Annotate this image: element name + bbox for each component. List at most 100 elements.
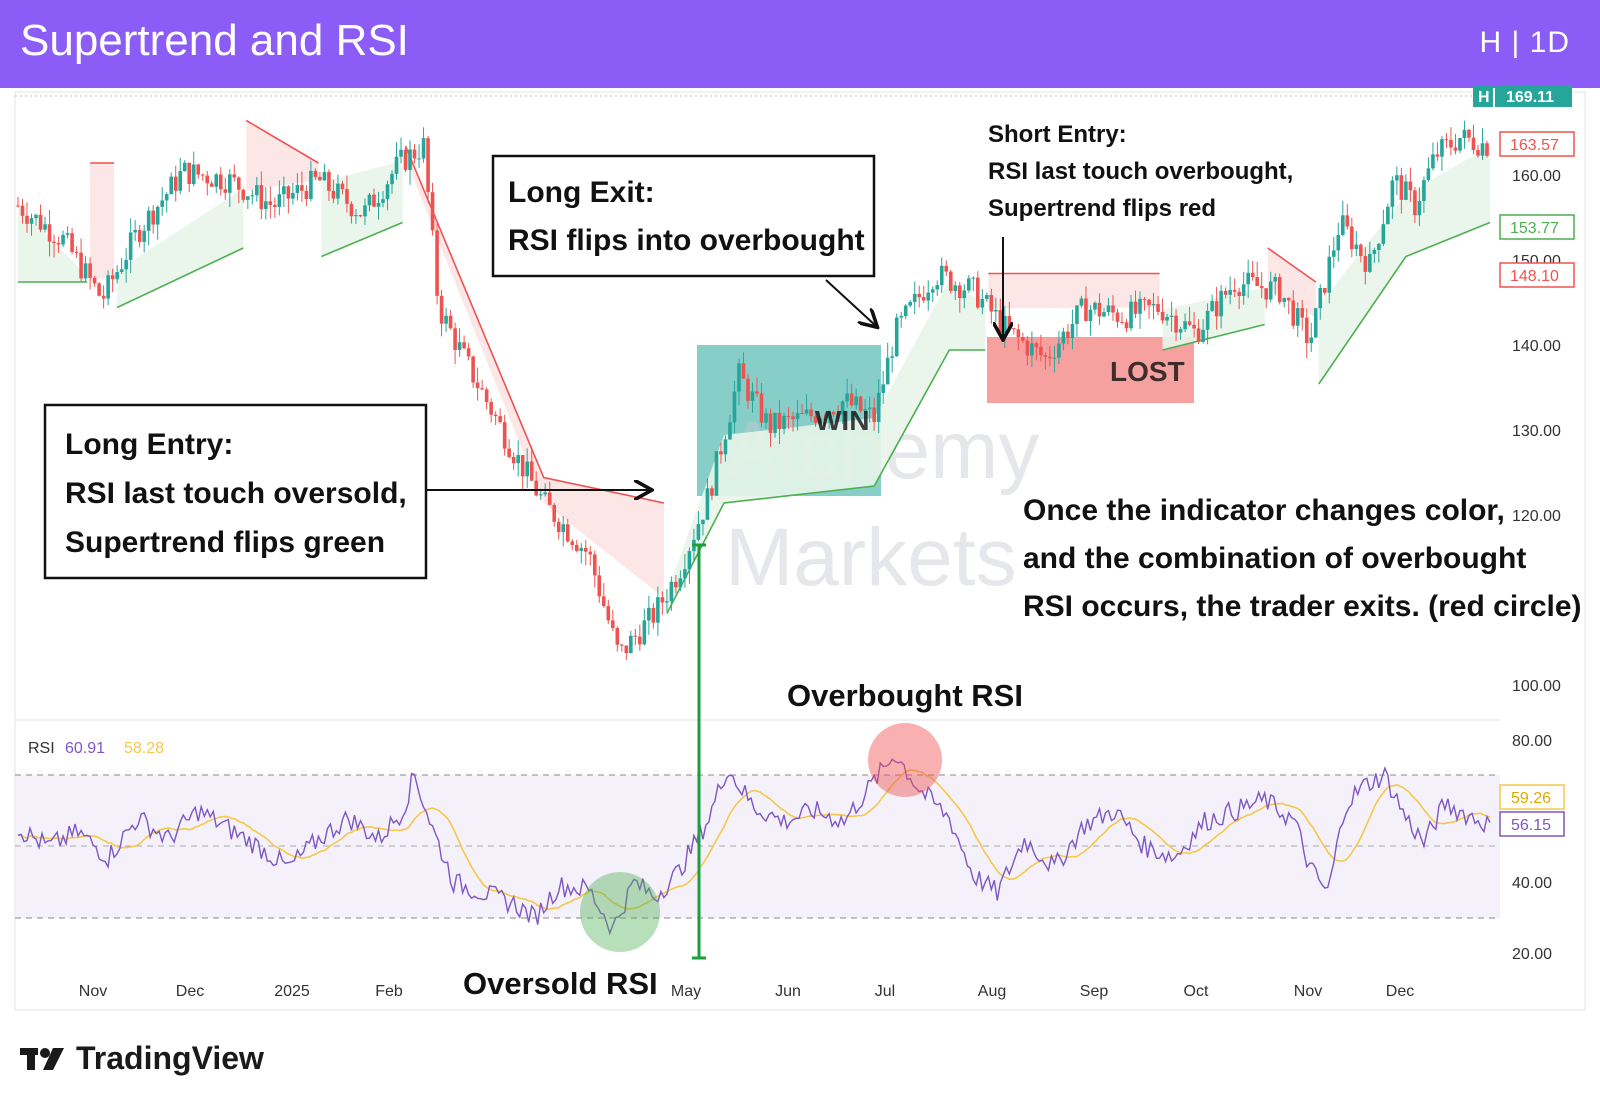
candle-up — [322, 172, 327, 181]
candle-up — [282, 186, 286, 195]
candle-up — [457, 342, 462, 350]
svg-text:H: H — [1478, 89, 1490, 106]
candle-up — [191, 164, 196, 185]
candle-down — [638, 636, 642, 645]
x-tick: Sep — [1080, 983, 1109, 1000]
candle-up — [164, 194, 169, 201]
svg-text:and the combination of overbou: and the combination of overbought — [1023, 542, 1526, 575]
candle-up — [912, 293, 917, 302]
candle-down — [56, 243, 61, 245]
candle-up — [1273, 277, 1278, 282]
supertrend-line-red — [245, 119, 319, 164]
candle-up — [665, 601, 669, 603]
candle-down — [989, 294, 994, 312]
candle-down — [917, 293, 922, 298]
candle-up — [669, 581, 674, 602]
candle-up — [1129, 301, 1133, 329]
candle-up — [309, 170, 313, 199]
candle-down — [25, 215, 29, 224]
candle-up — [1079, 298, 1084, 306]
candle-up — [867, 407, 872, 410]
candle-up — [363, 205, 367, 217]
tradingview-logo-icon — [20, 1048, 64, 1070]
candle-up — [1395, 175, 1399, 181]
candle-up — [255, 185, 259, 196]
candle-down — [624, 645, 629, 654]
short-entry-line-3: Supertrend flips red — [988, 195, 1216, 222]
candle-down — [556, 521, 561, 533]
candle-down — [719, 451, 723, 455]
candle-up — [863, 409, 867, 411]
candle-down — [633, 635, 638, 637]
candle-up — [881, 384, 885, 393]
rsi-y-tick: 80.00 — [1512, 733, 1552, 750]
candle-down — [588, 551, 593, 555]
candle-down — [660, 597, 665, 603]
candle-up — [1165, 316, 1169, 321]
candle-down — [565, 524, 570, 542]
candle-up — [227, 174, 232, 193]
candle-down — [426, 138, 430, 193]
candle-up — [642, 620, 647, 645]
candle-down — [1124, 322, 1129, 329]
candle-down — [448, 315, 453, 329]
candle-up — [1372, 250, 1377, 254]
win-label: WIN — [815, 405, 869, 436]
candle-up — [827, 411, 831, 419]
candle-down — [196, 164, 201, 175]
candle-up — [1336, 234, 1341, 251]
candle-up — [399, 149, 403, 157]
candle-up — [516, 455, 520, 464]
candle-up — [1462, 129, 1467, 138]
candle-up — [277, 194, 282, 207]
candle-down — [1133, 301, 1138, 314]
candle-down — [223, 189, 228, 193]
candle-up — [336, 183, 340, 199]
candle-down — [101, 295, 106, 299]
candle-up — [939, 265, 944, 286]
supertrend-fill-green — [1162, 287, 1265, 350]
supertrend-line-green — [1318, 221, 1491, 385]
candle-up — [1246, 272, 1250, 285]
candle-down — [241, 189, 246, 200]
candle-up — [1205, 310, 1210, 330]
candle-down — [1120, 321, 1124, 323]
page-title: Supertrend and RSI — [20, 16, 409, 65]
candle-up — [146, 210, 151, 231]
candle-down — [439, 295, 444, 324]
candle-down — [218, 174, 223, 190]
candle-up — [1295, 308, 1300, 326]
svg-text:153.77: 153.77 — [1510, 220, 1559, 237]
candle-up — [1327, 256, 1332, 293]
candle-up — [394, 156, 399, 174]
candle-up — [764, 413, 768, 423]
candle-down — [759, 393, 764, 423]
candle-down — [340, 183, 345, 190]
candle-down — [300, 185, 304, 191]
price-label-supertrend-green: 153.77 — [1499, 214, 1575, 240]
candle-up — [1268, 281, 1273, 300]
price-y-tick: 130.00 — [1512, 423, 1561, 440]
candle-down — [237, 177, 241, 190]
candle-down — [466, 348, 471, 357]
svg-text:148.10: 148.10 — [1510, 268, 1559, 285]
candle-down — [534, 480, 539, 496]
candle-up — [687, 551, 692, 570]
long-entry-box — [43, 403, 428, 580]
candle-down — [47, 224, 52, 242]
candle-up — [1341, 215, 1345, 235]
supertrend-line-red — [404, 145, 665, 504]
candle-down — [412, 149, 417, 159]
supertrend-line-green — [116, 247, 244, 309]
svg-text:RSI: RSI — [28, 740, 55, 757]
candle-up — [1440, 139, 1444, 157]
supertrend-fill-red — [988, 273, 1160, 309]
price-label-supertrend-red: 163.57 — [1499, 131, 1575, 157]
candle-up — [1458, 137, 1462, 151]
supertrend-fill — [18, 120, 1490, 614]
candle-down — [1277, 277, 1282, 303]
candle-down — [88, 263, 92, 278]
supertrend-line-green — [666, 349, 986, 614]
candle-up — [1169, 315, 1174, 317]
candle-down — [529, 461, 534, 481]
